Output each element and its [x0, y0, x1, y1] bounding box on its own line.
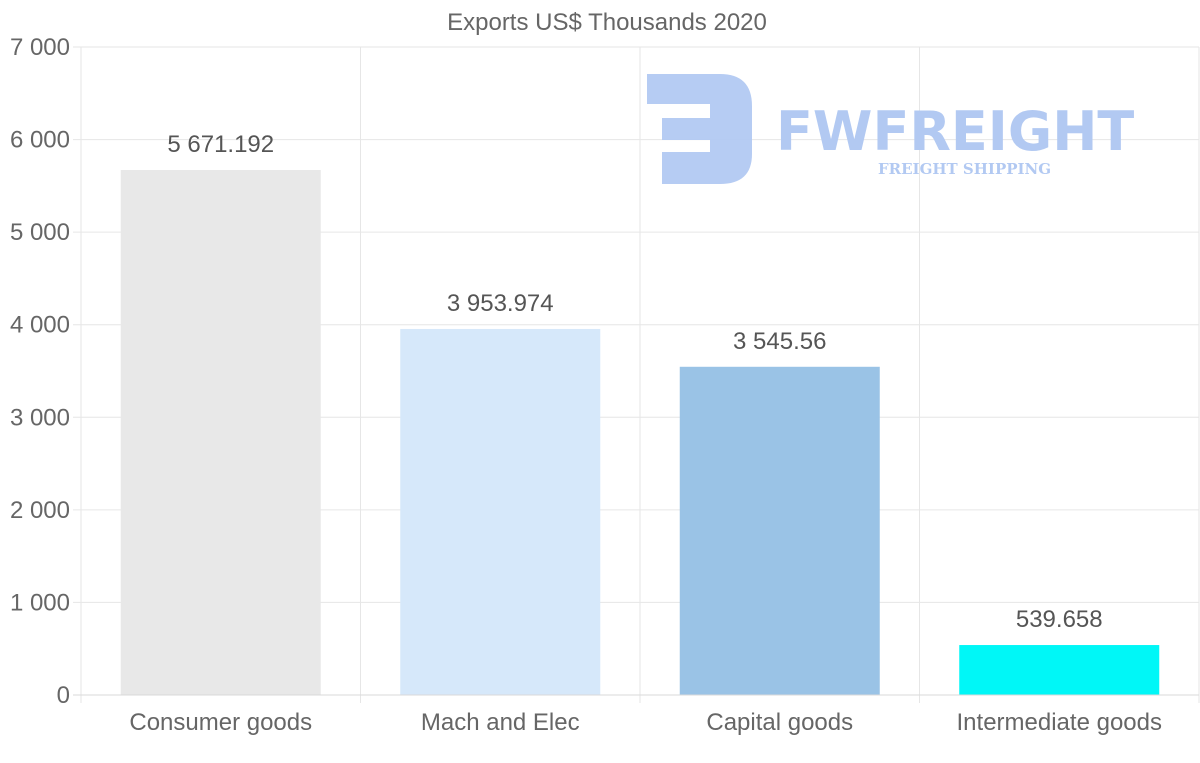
fwfreight-watermark: FWFREIGHT FREIGHT SHIPPING — [647, 74, 1134, 184]
y-tick-label: 5 000 — [10, 219, 70, 246]
chart-title: Exports US$ Thousands 2020 — [447, 9, 767, 36]
y-tick-label: 0 — [57, 682, 70, 709]
bar-value-label: 5 671.192 — [167, 131, 274, 158]
y-axis: 0 1 000 2 000 3 000 4 000 5 000 6 000 7 000 — [10, 34, 70, 709]
watermark-brand: FWFREIGHT — [776, 100, 1134, 163]
y-tick-label: 2 000 — [10, 497, 70, 524]
y-tick-label: 6 000 — [10, 127, 70, 154]
data-labels: 5 671.192 3 953.974 3 545.56 539.658 — [167, 131, 1102, 633]
bar[interactable] — [120, 170, 321, 696]
bar[interactable] — [400, 328, 601, 695]
bar[interactable] — [959, 645, 1160, 695]
x-tick-label: Consumer goods — [129, 709, 312, 736]
x-axis: Consumer goods Mach and Elec Capital goods… — [73, 694, 1199, 736]
bars — [120, 170, 1160, 696]
bar-value-label: 3 545.56 — [733, 328, 826, 355]
y-tick-label: 3 000 — [10, 404, 70, 431]
y-tick-label: 7 000 — [10, 34, 70, 61]
y-tick-label: 4 000 — [10, 312, 70, 339]
x-tick-label: Capital goods — [706, 709, 853, 736]
x-tick-label: Intermediate goods — [957, 709, 1162, 736]
bar-value-label: 539.658 — [1016, 606, 1103, 633]
x-tick-label: Mach and Elec — [421, 709, 580, 736]
y-tick-label: 1 000 — [10, 589, 70, 616]
bar[interactable] — [679, 366, 880, 695]
watermark-tagline: FREIGHT SHIPPING — [878, 160, 1051, 178]
bar-value-label: 3 953.974 — [447, 290, 554, 317]
fwfreight-logo-icon — [647, 74, 752, 184]
